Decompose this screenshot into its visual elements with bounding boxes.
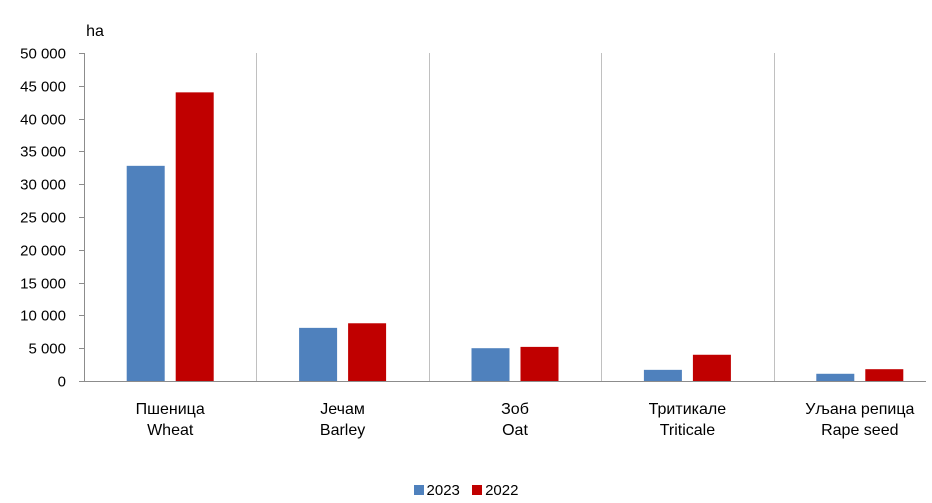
y-tick-label: 20 000 xyxy=(20,243,66,260)
legend-swatch-2022 xyxy=(472,485,483,495)
x-category-label: Јечам xyxy=(320,401,365,418)
y-tick-label: 0 xyxy=(58,374,66,391)
y-tick-label: 40 000 xyxy=(20,112,66,129)
y-tick-label: 35 000 xyxy=(20,144,66,161)
bar-2023-rape-seed xyxy=(816,373,855,381)
bar-2023-barley xyxy=(299,327,338,381)
bar-2023-triticale xyxy=(643,369,682,381)
legend-swatch-2023 xyxy=(413,485,424,495)
y-tick-label: 10 000 xyxy=(20,308,66,325)
y-axis-unit-label: ha xyxy=(86,23,104,40)
x-category-label: Oat xyxy=(502,422,528,439)
y-tick-label: 30 000 xyxy=(20,177,66,194)
x-category-label: Пшеница xyxy=(136,401,205,418)
legend-item-2023: 2023 xyxy=(413,482,460,500)
x-category-label: Тритикале xyxy=(649,401,727,418)
x-category-label: Wheat xyxy=(147,422,194,439)
legend: 2023 2022 xyxy=(0,482,932,500)
bar-2022-wheat xyxy=(175,92,214,382)
bar-series xyxy=(126,92,904,382)
y-tick-label: 25 000 xyxy=(20,210,66,227)
bar-2022-barley xyxy=(348,323,387,381)
x-category-label: Зоб xyxy=(501,401,529,418)
x-category-label: Triticale xyxy=(660,422,716,439)
category-separators xyxy=(256,53,775,381)
x-axis-labels: Пшеница Wheat Јечам Barley Зоб Oat Тритикале Tr… xyxy=(136,401,915,439)
x-category-label: Barley xyxy=(320,422,365,439)
bar-2022-rape-seed xyxy=(865,369,904,381)
y-tick-label: 5 000 xyxy=(28,341,66,358)
y-tick-label: 15 000 xyxy=(20,276,66,293)
x-category-label: Rape seed xyxy=(821,422,898,439)
legend-label-2023: 2023 xyxy=(426,482,460,499)
legend-label-2022: 2022 xyxy=(485,482,519,499)
bar-2023-wheat xyxy=(126,165,165,381)
y-tick-label: 50 000 xyxy=(20,46,66,63)
bar-2022-triticale xyxy=(692,354,731,381)
bar-2022-oat xyxy=(520,346,559,381)
bar-2023-oat xyxy=(471,348,510,381)
legend-item-2022: 2022 xyxy=(472,482,518,500)
y-axis: 0 5 000 10 000 15 000 20 000 25 000 30 000 35 0… xyxy=(20,46,926,391)
x-category-label: Уљана репица xyxy=(805,401,914,418)
y-tick-label: 45 000 xyxy=(20,79,66,96)
